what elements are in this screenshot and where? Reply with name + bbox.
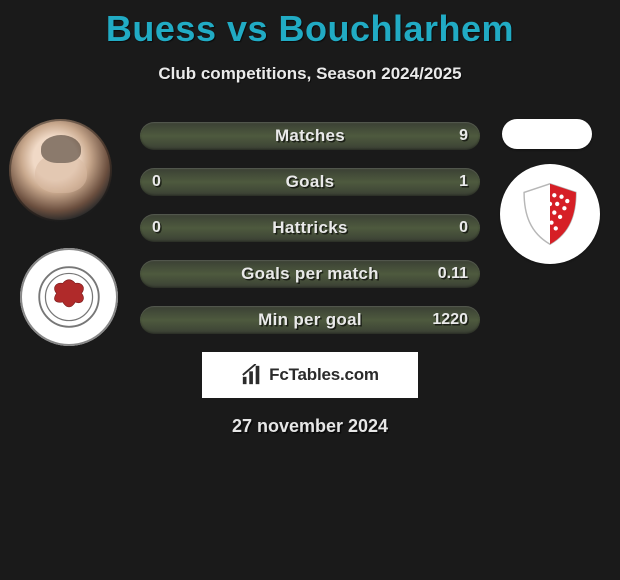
date-line: 27 november 2024 xyxy=(0,416,620,437)
comparison-stage: Matches 9 0 Goals 1 0 Hattricks 0 Goals per matc… xyxy=(0,122,620,437)
stat-left-value: 0 xyxy=(152,219,161,237)
stat-bar: Matches 9 xyxy=(140,122,480,150)
brand-box: FcTables.com xyxy=(202,352,418,398)
subtitle: Club competitions, Season 2024/2025 xyxy=(0,64,620,84)
left-club-badge xyxy=(20,248,118,346)
left-player-avatar xyxy=(9,119,112,222)
stat-right-value: 0.11 xyxy=(438,265,468,283)
right-club-badge xyxy=(500,164,600,264)
stat-label: Goals xyxy=(286,172,335,192)
stat-label: Goals per match xyxy=(241,264,379,284)
stat-label: Matches xyxy=(275,126,345,146)
sion-crest-icon xyxy=(514,178,586,250)
stat-left-value: 0 xyxy=(152,173,161,191)
stat-label: Hattricks xyxy=(272,218,347,238)
winterthur-crest-icon xyxy=(38,266,100,328)
stat-right-value: 9 xyxy=(459,127,468,145)
stat-label: Min per goal xyxy=(258,310,362,330)
stat-bar: Min per goal 1220 xyxy=(140,306,480,334)
brand-text: FcTables.com xyxy=(269,365,379,385)
page-title: Buess vs Bouchlarhem xyxy=(0,0,620,50)
stat-bar: Goals per match 0.11 xyxy=(140,260,480,288)
stat-bar: 0 Hattricks 0 xyxy=(140,214,480,242)
bar-chart-icon xyxy=(241,364,263,386)
right-player-avatar xyxy=(502,119,592,149)
stat-right-value: 1220 xyxy=(432,311,468,329)
stat-right-value: 0 xyxy=(459,219,468,237)
stat-bar: 0 Goals 1 xyxy=(140,168,480,196)
stat-right-value: 1 xyxy=(459,173,468,191)
